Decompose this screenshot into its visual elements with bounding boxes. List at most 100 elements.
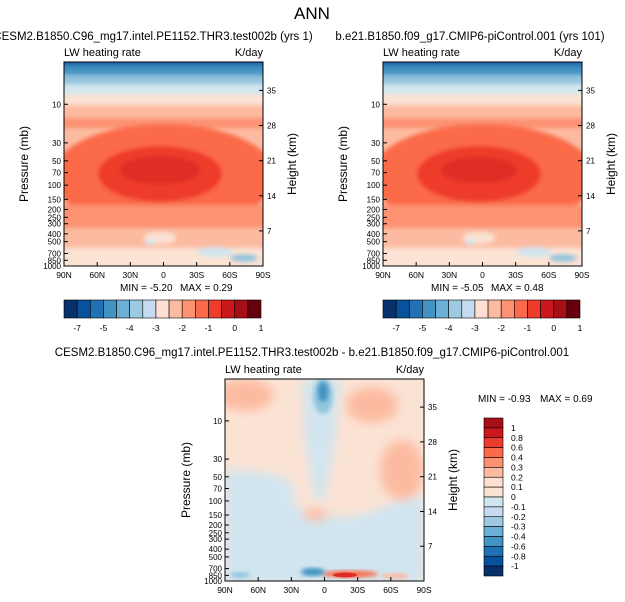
y-tick-label: 30 [213, 455, 222, 464]
y-axis-label: Pressure (mb) [336, 126, 350, 202]
min-label: MIN = -5.20 [120, 283, 173, 294]
x-tick-label: 60S [541, 270, 556, 280]
colorbar-label: -1 [511, 561, 519, 571]
y-tick-label: 100 [48, 181, 62, 190]
contour-field [64, 62, 263, 266]
x-tick-label: 90S [574, 270, 589, 280]
colorbar-box [89, 299, 104, 319]
y-tick-label: 300 [209, 535, 223, 544]
colorbar-label: -4 [126, 323, 134, 333]
colorbar-box [168, 299, 183, 319]
colorbar-box [483, 467, 504, 478]
x-tick-label: 30N [442, 270, 458, 280]
y-right-tick-label: 35 [586, 86, 595, 95]
colorbar-box [483, 555, 504, 567]
colorbar: -7 -5 -4 -3 -2 -1 0 1 [63, 299, 264, 333]
colorbar-box [395, 299, 410, 319]
y-right-tick-label: 14 [267, 192, 276, 201]
colorbar-box [553, 299, 568, 319]
max-label: MAX = 0.29 [180, 283, 233, 294]
colorbar-box [483, 437, 504, 448]
colorbar-label: -7 [73, 323, 81, 333]
colorbar-label: 0.6 [511, 443, 523, 453]
y-tick-label: 500 [367, 238, 381, 247]
colorbar-label: 0.8 [511, 433, 523, 443]
field-label: LW heating rate [383, 47, 460, 59]
colorbar-label: 0.2 [511, 472, 523, 482]
y-tick-label: 150 [48, 195, 62, 204]
colorbar: -7 -5 -4 -3 -2 -1 0 1 [382, 299, 583, 333]
y-right-tick-label: 28 [586, 122, 595, 131]
contour-field [225, 379, 424, 581]
axis-ticks: 90N 60N 30N 0 30S 60S 90S103050701001502002503… [43, 86, 276, 280]
colorbar-label: 0.3 [511, 462, 523, 472]
units-label: K/day [396, 364, 425, 376]
y-right-tick-label: 7 [267, 227, 272, 236]
colorbar-box [474, 299, 489, 319]
min-label: MIN = -0.93 [478, 394, 531, 405]
y-right-tick-label: 21 [428, 473, 437, 482]
panel-right: b.e21.B1850.f09_g17.CMIP6-piControl.001 … [335, 31, 618, 333]
y-tick-label: 10 [213, 417, 222, 426]
field-label: LW heating rate [64, 47, 141, 59]
colorbar-label: -0.1 [511, 502, 526, 512]
colorbar-label: -0.4 [511, 532, 526, 542]
y-tick-label: 100 [209, 497, 223, 506]
y-tick-label: 70 [213, 485, 222, 494]
colorbar-box [461, 299, 476, 319]
y-tick-label: 100 [367, 181, 381, 190]
colorbar-label: -3 [471, 323, 479, 333]
colorbar-box [483, 506, 504, 518]
colorbar-box [155, 299, 170, 319]
colorbar-box [382, 299, 397, 319]
units-label: K/day [235, 47, 264, 59]
colorbar-box [487, 299, 502, 319]
field-label: LW heating rate [225, 364, 302, 376]
y-right-tick-label: 28 [267, 122, 276, 131]
min-label: MIN = -5.05 [431, 283, 484, 294]
colorbar-label: -5 [419, 323, 427, 333]
x-tick-label: 0 [480, 270, 485, 280]
colorbar-box [483, 516, 504, 527]
colorbar-box [221, 299, 236, 319]
colorbar-box [514, 299, 528, 319]
colorbar-box [142, 299, 157, 319]
y-tick-label: 1000 [362, 262, 380, 271]
colorbar-label: -0.3 [511, 522, 526, 532]
x-tick-label: 60N [89, 270, 105, 280]
colorbar-box [435, 299, 449, 319]
y-axis-label: Pressure (mb) [17, 126, 31, 202]
colorbar-box [483, 496, 504, 508]
colorbar-box [566, 299, 581, 319]
y-tick-label: 200 [48, 205, 62, 214]
colorbar-box [234, 299, 249, 319]
colorbar: 10.80.60.40.30.20.10-0.1-0.2-0.3-0.4-0.6… [483, 417, 526, 577]
y-tick-label: 850 [367, 256, 381, 265]
colorbar-label: -1 [524, 323, 532, 333]
x-tick-label: 60S [222, 270, 237, 280]
colorbar-label: -5 [100, 323, 108, 333]
colorbar-box [208, 299, 222, 319]
colorbar-label: -0.8 [511, 551, 526, 561]
y-tick-label: 400 [48, 230, 62, 239]
y-tick-label: 850 [209, 571, 223, 580]
x-tick-label: 90S [255, 270, 270, 280]
colorbar-label: -0.2 [511, 512, 526, 522]
x-tick-label: 30N [284, 585, 300, 595]
colorbar-box [483, 486, 504, 498]
y-tick-label: 850 [48, 256, 62, 265]
y-tick-label: 30 [52, 139, 61, 148]
colorbar-box [483, 536, 504, 547]
colorbar-box [247, 299, 262, 319]
colorbar-label: 0.1 [511, 482, 523, 492]
colorbar-label: -3 [152, 323, 160, 333]
y-right-tick-label: 7 [586, 227, 591, 236]
x-tick-label: 60N [250, 585, 266, 595]
y-right-tick-label: 21 [267, 157, 276, 166]
colorbar-label: 1 [578, 323, 583, 333]
y-tick-label: 250 [209, 529, 223, 538]
colorbar-box [408, 299, 423, 319]
colorbar-box [129, 299, 144, 319]
y-tick-label: 200 [367, 205, 381, 214]
